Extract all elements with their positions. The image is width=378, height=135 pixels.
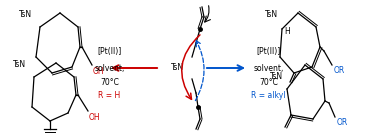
Text: OR: OR (334, 66, 345, 75)
Text: TsN: TsN (19, 10, 32, 19)
Text: [Pt(II)]: [Pt(II)] (98, 47, 122, 56)
Text: ROH: ROH (198, 0, 215, 1)
Text: OR: OR (337, 118, 348, 127)
Text: R = alkyl: R = alkyl (251, 91, 286, 100)
Text: [Pt(II)]: [Pt(II)] (256, 47, 280, 56)
Text: 70°C: 70°C (100, 78, 119, 87)
Text: solvent,: solvent, (253, 64, 284, 73)
Text: 70°C: 70°C (259, 78, 278, 87)
Text: TsN: TsN (270, 72, 283, 81)
Text: OH: OH (93, 67, 105, 76)
Text: H: H (284, 27, 290, 36)
Text: TsN: TsN (265, 10, 278, 19)
Text: TsN: TsN (13, 60, 26, 69)
Text: R = H: R = H (99, 91, 121, 100)
Text: TsN: TsN (171, 63, 184, 72)
Text: OH: OH (89, 113, 101, 122)
Text: solvent,: solvent, (94, 64, 125, 73)
